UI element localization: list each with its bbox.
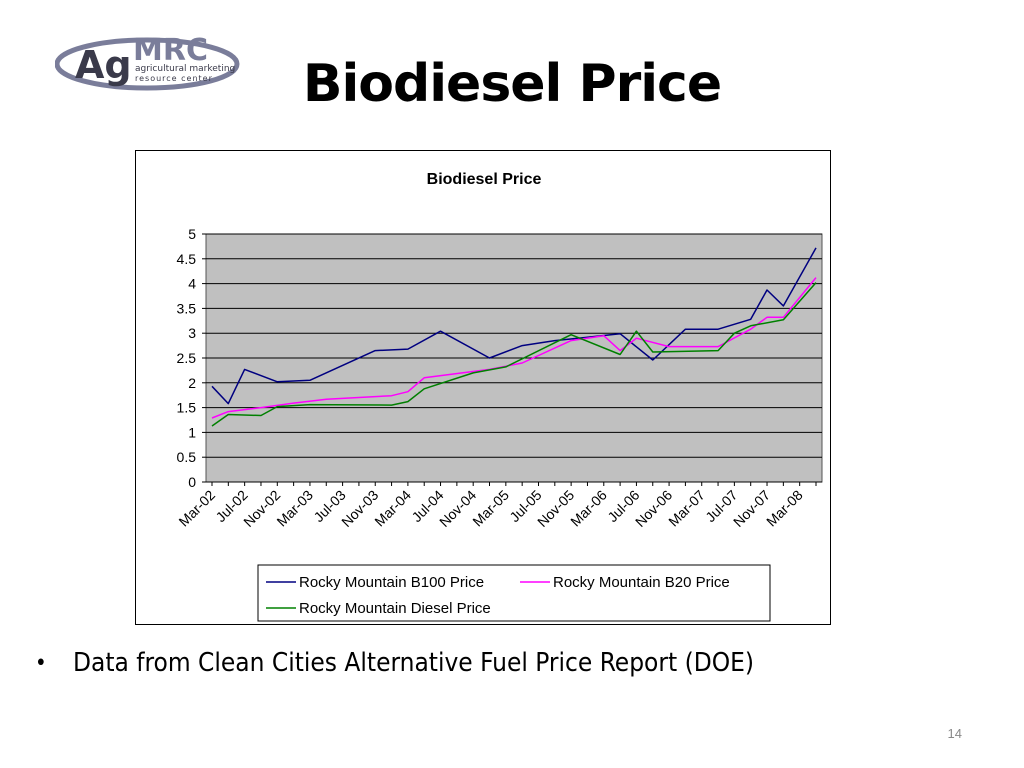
x-tick-label: Mar-02 bbox=[175, 487, 218, 530]
x-tick-label: Nov-03 bbox=[338, 487, 381, 530]
x-tick-label: Nov-02 bbox=[240, 487, 283, 530]
series-line bbox=[211, 282, 817, 427]
logo-swoosh bbox=[55, 37, 240, 91]
x-tick-label: Mar-04 bbox=[371, 487, 414, 530]
logo-tagline-1: agricultural marketing bbox=[135, 64, 235, 74]
series-line bbox=[211, 277, 817, 419]
x-tick-label: Nov-07 bbox=[730, 487, 773, 530]
y-tick-label: 2.5 bbox=[177, 350, 197, 366]
chart-title: Biodiesel Price bbox=[427, 171, 542, 188]
x-tick-label: Mar-06 bbox=[567, 487, 610, 530]
x-tick-label: Mar-07 bbox=[665, 487, 708, 530]
y-tick-label: 3.5 bbox=[177, 300, 197, 316]
chart-frame: Biodiesel Price 0 0.5 1 1.5 2 2.5 3 3.5 4 4.5 5 Mar-… bbox=[135, 150, 831, 625]
series-line bbox=[211, 247, 817, 405]
x-tick-label: Mar-05 bbox=[469, 487, 512, 530]
legend-label: Rocky Mountain B20 Price bbox=[553, 574, 730, 591]
agmrc-logo: Ag MRC agricultural marketing resource c… bbox=[55, 33, 240, 91]
y-tick-label: 1.5 bbox=[177, 400, 197, 416]
y-tick-label: 1 bbox=[188, 424, 196, 440]
logo-brand-ag: Ag bbox=[75, 43, 132, 87]
x-tick-label: Nov-06 bbox=[632, 487, 675, 530]
y-tick-label: 4 bbox=[188, 276, 196, 292]
bullet-glyph: • bbox=[35, 650, 47, 676]
y-tick-label: 0 bbox=[188, 474, 196, 490]
y-tick-label: 0.5 bbox=[177, 449, 197, 465]
legend-box bbox=[257, 564, 771, 622]
bullet-text: Data from Clean Cities Alternative Fuel … bbox=[73, 648, 755, 678]
y-tick-label: 3 bbox=[188, 325, 196, 341]
x-tick-label: Nov-05 bbox=[534, 487, 577, 530]
logo-brand-mrc: MRC bbox=[133, 33, 208, 68]
x-tick-label: Mar-08 bbox=[763, 487, 806, 530]
page-number: 14 bbox=[947, 726, 962, 741]
x-tick-label: Nov-04 bbox=[436, 487, 479, 530]
legend-label: Rocky Mountain Diesel Price bbox=[299, 600, 491, 617]
slide-title: Biodiesel Price bbox=[302, 54, 722, 114]
y-tick-label: 5 bbox=[188, 226, 196, 242]
y-tick-label: 2 bbox=[188, 375, 196, 391]
logo-tagline-2: resource center bbox=[135, 74, 213, 83]
legend-label: Rocky Mountain B100 Price bbox=[299, 574, 484, 591]
x-tick-label: Mar-03 bbox=[273, 487, 316, 530]
y-tick-label: 4.5 bbox=[177, 251, 197, 267]
line-chart: Biodiesel Price 0 0.5 1 1.5 2 2.5 3 3.5 4 4.5 5 Mar-… bbox=[175, 171, 823, 622]
bullet-item: • Data from Clean Cities Alternative Fue… bbox=[35, 648, 754, 678]
